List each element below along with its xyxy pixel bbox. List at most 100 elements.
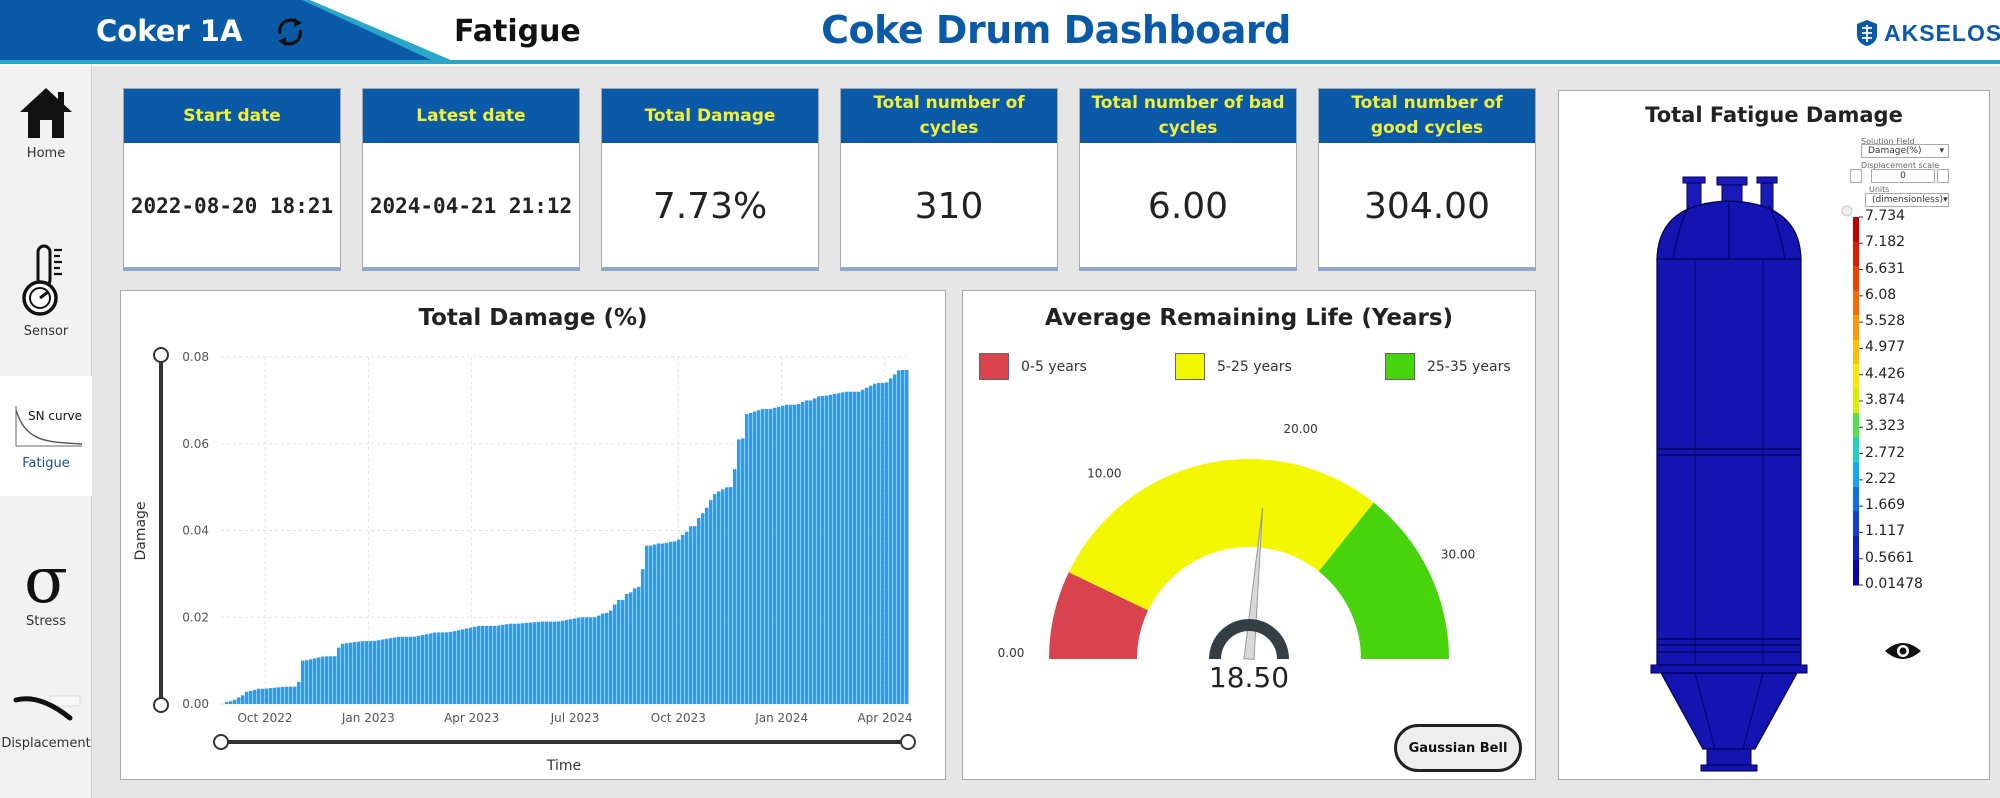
damage-bar: [549, 621, 553, 704]
x-tick-label: Apr 2024: [857, 711, 912, 725]
damage-bar: [505, 624, 509, 704]
damage-bar: [317, 657, 321, 704]
displacement-decrement[interactable]: [1850, 169, 1862, 183]
damage-bar: [369, 641, 373, 704]
damage-bar: [373, 640, 377, 704]
damage-bar: [713, 494, 717, 704]
units-select[interactable]: (dimensionless) ▾: [1865, 193, 1949, 207]
kpi-value: 2024-04-21 21:12: [369, 194, 573, 218]
gaussian-bell-button[interactable]: Gaussian Bell: [1394, 724, 1522, 772]
sidebar-item-fatigue[interactable]: SN curve Fatigue: [0, 376, 92, 496]
legend-swatch-yellow: [1175, 353, 1205, 380]
thermometer-gauge-icon: [22, 244, 62, 316]
damage-bar: [677, 539, 681, 704]
sidebar-item-displacement[interactable]: Displacement: [0, 688, 92, 751]
home-icon: [20, 88, 72, 138]
damage-bar: [601, 613, 605, 704]
damage-bar: [881, 383, 885, 704]
eye-icon[interactable]: [1885, 643, 1921, 659]
damage-bar: [649, 545, 653, 704]
colorbar-label: 6.08: [1865, 286, 1897, 303]
sidebar-item-sensor[interactable]: Sensor: [0, 240, 92, 339]
damage-bar: [701, 513, 705, 704]
legend-item-0-5: 0-5 years: [979, 353, 1087, 380]
damage-bar: [241, 695, 245, 704]
damage-bar: [905, 370, 909, 704]
colorbar-segment: [1853, 217, 1859, 243]
colorbar-segment: [1853, 486, 1859, 512]
y-range-slider-handle-top[interactable]: [153, 347, 169, 363]
chevron-down-icon: ▾: [1939, 146, 1944, 156]
damage-bar: [301, 660, 305, 704]
damage-bar: [285, 686, 289, 704]
colorbar-label: 7.734: [1865, 208, 1906, 224]
damage-bar: [497, 625, 501, 704]
damage-bar: [749, 412, 753, 704]
colorbar-label: 1.669: [1865, 497, 1906, 514]
damage-bar: [581, 617, 585, 704]
legend-item-5-25: 5-25 years: [1175, 353, 1292, 380]
damage-bar: [897, 370, 901, 704]
damage-bar: [509, 623, 513, 704]
coke-drum-3d-view[interactable]: [1559, 91, 1991, 781]
damage-bar: [841, 392, 845, 704]
kpi-total-damage: Total Damage 7.73%: [601, 88, 819, 268]
damage-bar: [585, 617, 589, 704]
gauge-hub: [1209, 619, 1289, 659]
damage-bar: [485, 625, 489, 704]
damage-bar: [445, 632, 449, 704]
kpi-label: Total number of good cycles: [1319, 89, 1535, 143]
damage-bar: [305, 660, 309, 704]
damage-bar: [629, 592, 633, 704]
damage-bar: [413, 636, 417, 704]
damage-bar: [473, 626, 477, 704]
y-tick-label: 0.08: [182, 350, 209, 364]
damage-bar: [417, 635, 421, 704]
displacement-increment[interactable]: [1937, 169, 1949, 183]
damage-bar: [793, 404, 797, 704]
x-range-slider-handle-left[interactable]: [213, 734, 229, 750]
damage-bar: [457, 630, 461, 704]
svg-text:σ: σ: [24, 548, 68, 610]
damage-bar: [717, 491, 721, 704]
x-tick-label: Oct 2023: [651, 711, 706, 725]
kpi-value: 6.00: [1147, 185, 1229, 227]
kpi-value: 7.73%: [652, 185, 768, 227]
colorbar-segment: [1853, 535, 1859, 561]
damage-bar: [753, 411, 757, 704]
x-range-slider-handle-right[interactable]: [900, 734, 916, 750]
gauge-value-label: 18.50: [1209, 661, 1289, 694]
damage-bar: [257, 688, 261, 704]
solution-field-label: Solution Field: [1861, 137, 1915, 146]
solution-field-select[interactable]: Damage(%) ▾: [1861, 144, 1949, 158]
gauge-tick-label: 0.00: [998, 646, 1025, 660]
damage-bar: [645, 545, 649, 704]
kpi-label: Total number of bad cycles: [1080, 89, 1296, 143]
colorbar-label: 4.426: [1865, 365, 1906, 382]
colorbar-handle[interactable]: [1841, 205, 1853, 217]
colorbar-segment: [1853, 241, 1859, 267]
damage-bar: [433, 632, 437, 704]
colorbar-label: 7.182: [1865, 234, 1906, 251]
damage-bar: [529, 622, 533, 704]
colorbar-segment: [1853, 511, 1859, 537]
refresh-icon[interactable]: [272, 14, 308, 50]
damage-bar: [637, 586, 641, 704]
sidebar-item-home[interactable]: Home: [0, 84, 92, 161]
damage-bar: [865, 387, 869, 704]
sidebar-item-stress[interactable]: σ Stress: [0, 544, 92, 629]
damage-bar: [341, 643, 345, 704]
y-range-slider-handle-bottom[interactable]: [153, 697, 169, 713]
kpi-value: 304.00: [1364, 185, 1490, 227]
y-tick-label: 0.06: [182, 437, 209, 451]
damage-bar: [673, 541, 677, 704]
damage-chart-title: Total Damage (%): [418, 305, 648, 331]
damage-bar: [593, 617, 597, 704]
damage-bar: [405, 636, 409, 704]
kpi-total-cycles: Total number of cycles 310: [840, 88, 1058, 268]
kpi-label: Total Damage: [602, 89, 818, 143]
damage-bar: [765, 409, 769, 704]
displacement-scale-input[interactable]: 0: [1871, 169, 1935, 183]
legend-label: 25-35 years: [1427, 358, 1511, 375]
damage-bar: [857, 391, 861, 704]
